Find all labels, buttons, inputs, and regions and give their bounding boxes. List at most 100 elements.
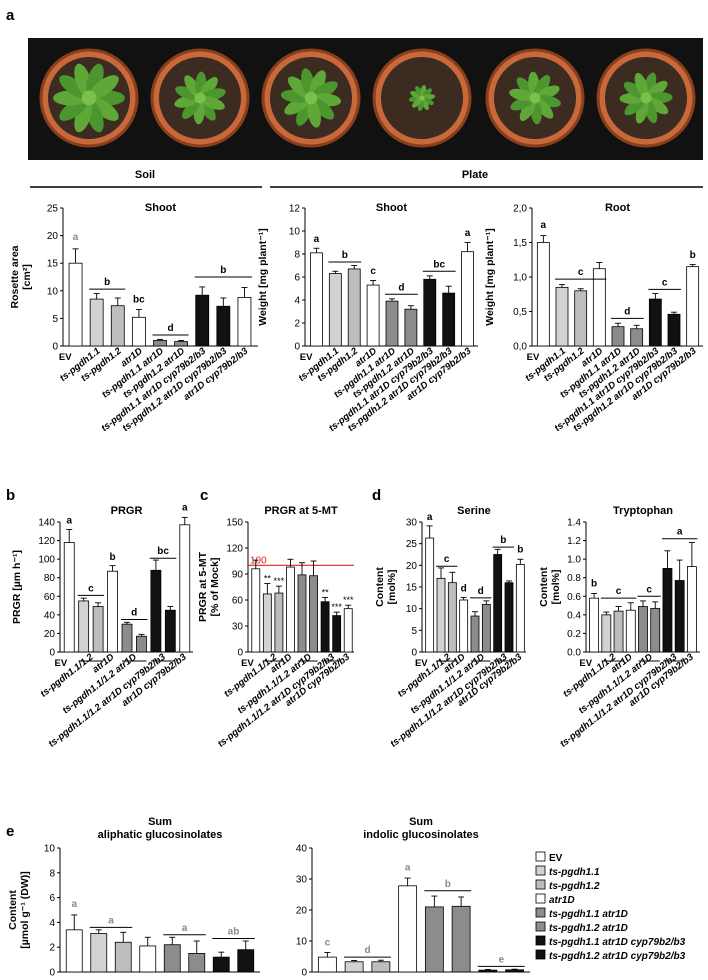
- bar: [686, 566, 697, 653]
- chart-title: Shoot: [376, 202, 407, 214]
- leaf: [175, 86, 200, 100]
- bar: [174, 341, 189, 347]
- chart-title: Root: [605, 202, 630, 214]
- bar: [114, 941, 132, 973]
- bar: [343, 608, 353, 653]
- x-category-label: EV: [241, 658, 254, 669]
- photo-label: ts-pgdh1.1: [398, 4, 446, 15]
- significance-letter: bc: [433, 259, 445, 270]
- bar: [195, 294, 210, 347]
- bar: [592, 268, 606, 347]
- photo-label: ts-pgdh1.1: [176, 15, 224, 26]
- y-tick-label: 1,5: [513, 238, 527, 249]
- significance-letter: a: [108, 915, 114, 926]
- significance-letter: d: [168, 323, 174, 334]
- chart-prgr: 0 20 40 60 80 100 120 140 PRGR PRGR [µm h⁻¹] a c b d b…: [11, 503, 193, 750]
- significance-letter: d: [624, 306, 630, 317]
- x-category-label: EV: [527, 352, 540, 363]
- y-tick-label: 10: [406, 604, 418, 615]
- bar: [662, 568, 673, 653]
- chart-title: Sum: [148, 816, 172, 828]
- x-category-label: EV: [59, 352, 72, 363]
- y-tick-label: 0: [411, 648, 417, 659]
- reference-line-label: 100: [250, 555, 267, 566]
- leaf: [422, 97, 434, 106]
- bar: [398, 885, 418, 973]
- y-tick-label: 0.8: [567, 573, 581, 584]
- y-tick-label: 8: [294, 250, 300, 261]
- legend-label: atr1D: [549, 895, 575, 906]
- photo-label: atr1D: [410, 15, 434, 26]
- leaf: [534, 74, 551, 98]
- significance-letter: bc: [133, 294, 145, 305]
- y-tick-label: 2: [49, 943, 55, 954]
- significance-stars: **: [322, 587, 330, 597]
- y-tick-label: 30: [232, 622, 244, 633]
- bar: [237, 297, 252, 347]
- significance-stars: ***: [331, 602, 342, 612]
- chart-title: Shoot: [145, 202, 176, 214]
- y-tick-label: 120: [38, 536, 55, 547]
- x-category-label: EV: [579, 658, 592, 669]
- leaf: [311, 97, 335, 120]
- bar: [650, 607, 661, 653]
- leaf: [412, 97, 422, 108]
- legend-label: ts-pgdh1.1: [549, 867, 600, 878]
- photo-label: atr1D: [634, 4, 658, 15]
- y-tick-label: 1,0: [513, 273, 527, 284]
- significance-letter: d: [364, 945, 370, 956]
- y-tick-label: 10: [289, 227, 301, 238]
- bar: [574, 290, 588, 347]
- bar: [188, 953, 206, 973]
- significance-letter: d: [461, 584, 467, 595]
- y-axis-label: Content: [538, 567, 550, 607]
- rosette-center: [304, 91, 318, 105]
- bar: [121, 623, 133, 653]
- bar: [310, 252, 323, 347]
- legend-swatch: [535, 921, 546, 932]
- significance-letter: c: [370, 266, 376, 277]
- significance-letter: b: [591, 579, 597, 590]
- significance-letter: c: [444, 554, 450, 565]
- y-axis-label: [mol%]: [550, 570, 562, 605]
- y-tick-label: 0: [52, 342, 58, 353]
- significance-letter: a: [182, 503, 188, 514]
- y-tick-label: 0: [294, 342, 300, 353]
- bar: [451, 905, 471, 973]
- bar: [504, 582, 514, 653]
- significance-letter: a: [405, 862, 411, 873]
- bar: [131, 316, 146, 347]
- bar: [505, 969, 525, 973]
- y-axis-label: [% of Mock]: [209, 558, 221, 617]
- chart-root_plate: 0,0 0,5 1,0 1,5 2,0 Root Weight [mg plant⁻¹] a c…: [484, 202, 703, 434]
- rosette-center: [419, 95, 425, 101]
- bar: [470, 615, 480, 653]
- bar: [667, 313, 681, 347]
- significance-letter: c: [88, 583, 94, 594]
- y-tick-label: 0: [237, 648, 243, 659]
- panel-e-letter: e: [6, 823, 14, 840]
- y-tick-label: 5: [52, 314, 58, 325]
- significance-letter: b: [220, 265, 226, 276]
- significance-letter: a: [427, 512, 433, 523]
- y-axis-label: Weight [mg plant⁻¹]: [257, 228, 269, 326]
- y-axis-label: Rosette area: [9, 245, 21, 308]
- bar: [404, 308, 418, 347]
- bar: [179, 524, 191, 653]
- y-tick-label: 20: [44, 629, 56, 640]
- photo-label: atr1D: [299, 15, 323, 26]
- y-axis-label: PRGR at 5-MT: [197, 551, 209, 622]
- chart-title: Serine: [457, 505, 491, 517]
- bar: [686, 266, 700, 347]
- bar: [153, 340, 167, 347]
- legend-label: ts-pgdh1.2 atr1D: [549, 923, 628, 934]
- bar: [63, 542, 75, 653]
- legend-swatch: [535, 935, 546, 946]
- bar: [674, 580, 685, 653]
- header-soil: Soil: [135, 169, 155, 181]
- photo-label: cyp79b2/b3: [509, 15, 561, 26]
- y-axis-label: [cm²]: [21, 264, 33, 290]
- y-tick-label: 6: [49, 893, 55, 904]
